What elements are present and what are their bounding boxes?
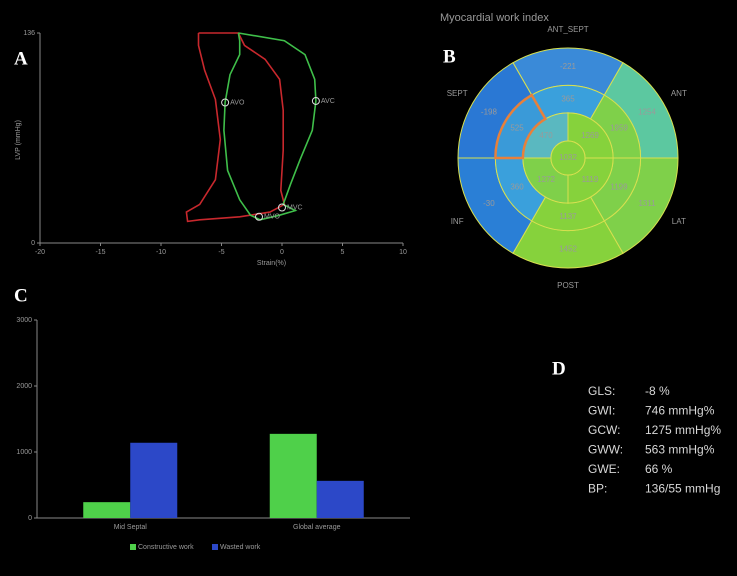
legend-label: Wasted work	[220, 544, 261, 551]
metric-name: GWW:	[588, 443, 623, 457]
bar	[269, 433, 317, 518]
y-tick-label: 136	[23, 30, 35, 37]
legend-label: Constructive work	[138, 544, 194, 551]
metric-name: GCW:	[588, 423, 620, 437]
metric-value: 136/55 mmHg	[645, 482, 720, 496]
x-tick-label: -5	[218, 249, 224, 256]
segment-value: -221	[560, 62, 577, 71]
sector-label: POST	[557, 281, 579, 290]
segment-value: 1032	[559, 153, 577, 162]
valve-event-label: MVC	[287, 204, 303, 211]
segment-value: 365	[561, 94, 575, 103]
sector-label: ANT_SEPT	[547, 25, 588, 34]
x-tick-label: Global average	[293, 524, 341, 531]
x-tick-label: -15	[95, 249, 105, 256]
metric-value: 66 %	[645, 462, 673, 476]
x-tick-label: 5	[341, 249, 345, 256]
bar	[130, 442, 178, 518]
metric-value: 563 mmHg%	[645, 443, 715, 457]
pressure-strain-loop	[185, 32, 286, 223]
metric-value: 1275 mmHg%	[645, 423, 721, 437]
segment-value: 1254	[638, 107, 656, 116]
segment-value: 1272	[537, 175, 555, 184]
segment-value: 1959	[610, 124, 628, 133]
segment-value: -30	[483, 199, 495, 208]
valve-event-marker	[221, 98, 230, 107]
panel-label: B	[443, 46, 456, 67]
segment-value: 1199	[610, 183, 628, 192]
x-tick-label: -20	[35, 249, 45, 256]
segment-value: 470	[539, 131, 553, 140]
segment-value: 525	[510, 124, 524, 133]
y-tick-label: 2000	[16, 383, 32, 390]
bar	[83, 502, 131, 518]
chart-title: Myocardial work index	[440, 12, 549, 24]
panel-label: C	[14, 285, 28, 306]
segment-value: 1311	[638, 199, 656, 208]
segment-value: 1452	[559, 244, 577, 253]
sector-label: INF	[451, 217, 464, 226]
panel-label: D	[552, 358, 566, 379]
y-tick-label: 0	[31, 240, 35, 247]
x-tick-label: Mid Septal	[114, 524, 148, 531]
segment	[550, 140, 586, 176]
valve-event-marker	[278, 203, 286, 212]
valve-event-label: AVO	[230, 99, 245, 106]
panel-label: A	[14, 48, 28, 69]
segment-value: 1137	[559, 212, 577, 221]
segment-highlight	[494, 93, 548, 160]
segment-value: 360	[510, 183, 524, 192]
sector-label: LAT	[672, 217, 686, 226]
x-tick-label: 0	[280, 249, 284, 256]
y-axis-label: LVP (mmHg)	[15, 120, 22, 160]
sector-label: ANT	[671, 89, 687, 98]
metric-name: GWE:	[588, 462, 620, 476]
pressure-strain-loop	[223, 32, 317, 221]
segment-value: 1119	[582, 175, 599, 184]
valve-event-marker	[311, 96, 320, 105]
valve-event-label: MVO	[264, 214, 281, 221]
metric-value: 746 mmHg%	[645, 404, 715, 418]
segment-value: -198	[481, 107, 498, 116]
metric-name: GLS:	[588, 384, 615, 398]
bar	[316, 480, 364, 518]
segment-value: 1269	[581, 131, 599, 140]
x-tick-label: -10	[156, 249, 166, 256]
metric-name: GWI:	[588, 404, 615, 418]
valve-event-label: AVC	[321, 98, 335, 105]
metric-value: -8 %	[645, 384, 670, 398]
y-tick-label: 3000	[16, 317, 32, 324]
valve-event-marker	[255, 212, 264, 221]
y-tick-label: 0	[28, 515, 32, 522]
sector-label: SEPT	[447, 89, 468, 98]
x-tick-label: 10	[399, 249, 407, 256]
legend-swatch	[130, 544, 136, 550]
legend-swatch	[212, 544, 218, 550]
y-tick-label: 1000	[16, 449, 32, 456]
metric-name: BP:	[588, 482, 607, 496]
x-axis-label: Strain(%)	[257, 260, 286, 267]
